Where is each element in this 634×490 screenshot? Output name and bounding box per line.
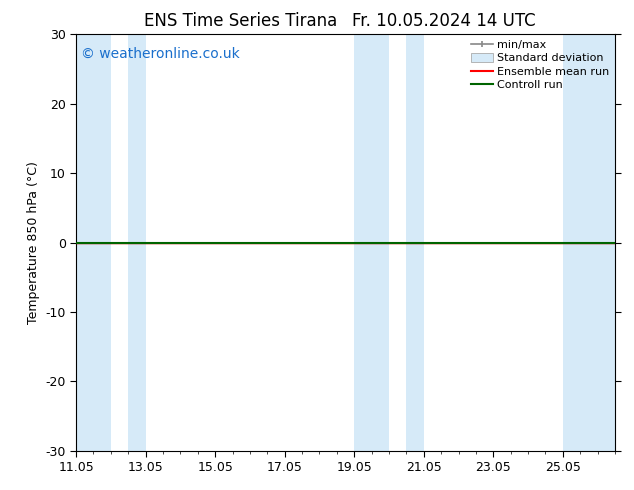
Bar bbox=[406, 34, 424, 451]
Bar bbox=[128, 34, 146, 451]
Text: ENS Time Series Tirana: ENS Time Series Tirana bbox=[145, 12, 337, 30]
Legend: min/max, Standard deviation, Ensemble mean run, Controll run: min/max, Standard deviation, Ensemble me… bbox=[470, 40, 609, 90]
Bar bbox=[76, 34, 111, 451]
Bar bbox=[354, 34, 389, 451]
Text: © weatheronline.co.uk: © weatheronline.co.uk bbox=[81, 47, 240, 61]
Y-axis label: Temperature 850 hPa (°C): Temperature 850 hPa (°C) bbox=[27, 161, 40, 324]
Text: Fr. 10.05.2024 14 UTC: Fr. 10.05.2024 14 UTC bbox=[352, 12, 536, 30]
Bar bbox=[563, 34, 615, 451]
